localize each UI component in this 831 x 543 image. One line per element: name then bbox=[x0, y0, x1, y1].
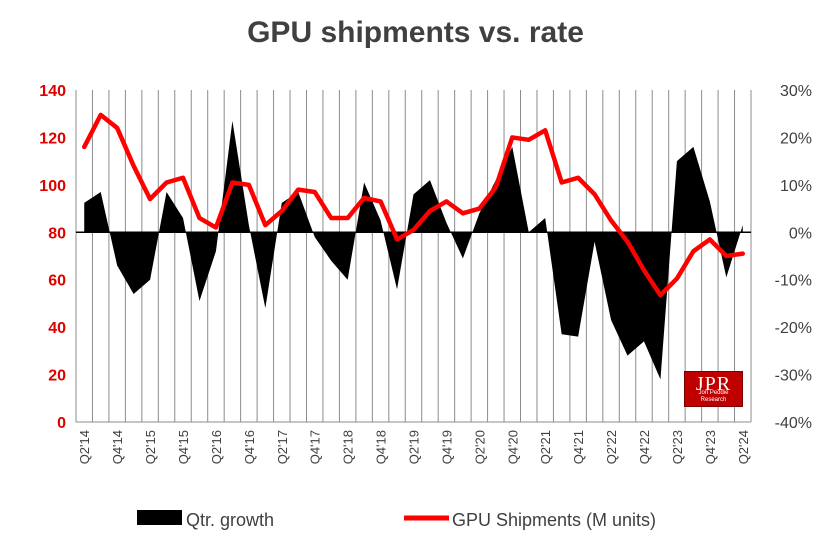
shipments-point bbox=[313, 190, 317, 194]
x-tick-label: Q4'16 bbox=[242, 430, 257, 464]
legend: Qtr. growth GPU Shipments (M units) bbox=[137, 510, 656, 530]
legend-swatch-growth bbox=[137, 510, 182, 525]
vertical-gridlines bbox=[75, 90, 752, 422]
shipments-point bbox=[708, 237, 712, 241]
shipments-point bbox=[115, 126, 119, 130]
x-tick-label: Q2'16 bbox=[209, 430, 224, 464]
right-tick-label: -40% bbox=[775, 415, 812, 432]
x-tick-label: Q2'24 bbox=[736, 430, 751, 464]
shipments-point bbox=[527, 138, 531, 142]
shipments-point bbox=[280, 209, 284, 213]
chart-title: GPU shipments vs. rate bbox=[247, 16, 584, 49]
shipments-point bbox=[214, 226, 218, 230]
x-tick-label: Q4'14 bbox=[110, 430, 125, 464]
shipments-point bbox=[428, 209, 432, 213]
shipments-point bbox=[741, 252, 745, 256]
shipments-point bbox=[197, 216, 201, 220]
right-tick-label: 10% bbox=[780, 178, 812, 195]
shipments-point bbox=[444, 199, 448, 203]
shipments-point bbox=[675, 277, 679, 281]
x-axis-ticks: Q2'14 Q4'14 Q2'15 Q4'15 Q2'16 Q4'16 Q2'17 Q4'17… bbox=[77, 430, 751, 464]
shipments-point bbox=[642, 268, 646, 272]
left-tick-label: 140 bbox=[39, 83, 66, 100]
shipments-point bbox=[609, 218, 613, 222]
shipments-point bbox=[560, 180, 564, 184]
logo-text: JPR bbox=[695, 373, 732, 395]
jpr-logo: JPR Jon Peddie Research bbox=[684, 371, 743, 407]
right-tick-label: 30% bbox=[780, 83, 812, 100]
x-tick-label: Q2'17 bbox=[275, 430, 290, 464]
shipments-point bbox=[724, 254, 728, 258]
shipments-point bbox=[362, 196, 366, 200]
left-tick-label: 60 bbox=[48, 273, 66, 290]
x-tick-label: Q4'15 bbox=[176, 430, 191, 464]
right-tick-label: 0% bbox=[789, 225, 812, 242]
shipments-point bbox=[165, 180, 169, 184]
x-tick-label: Q2'15 bbox=[143, 430, 158, 464]
x-tick-label: Q4'18 bbox=[374, 430, 389, 464]
left-tick-label: 120 bbox=[39, 130, 66, 147]
x-tick-label: Q2'23 bbox=[670, 430, 685, 464]
shipments-point bbox=[658, 293, 662, 297]
shipments-point bbox=[329, 216, 333, 220]
shipments-point bbox=[461, 211, 465, 215]
growth-area-series bbox=[84, 120, 743, 380]
shipments-point bbox=[346, 216, 350, 220]
shipments-point bbox=[263, 223, 267, 227]
shipments-point bbox=[99, 113, 103, 117]
shipments-point bbox=[543, 128, 547, 132]
shipments-point bbox=[412, 228, 415, 232]
shipments-point bbox=[82, 145, 86, 149]
x-tick-label: Q4'19 bbox=[439, 430, 454, 464]
shipments-line-series bbox=[81, 112, 746, 298]
right-tick-label: -30% bbox=[775, 368, 812, 385]
shipments-point bbox=[626, 240, 630, 244]
x-tick-label: Q4'20 bbox=[505, 430, 520, 464]
x-tick-label: Q4'17 bbox=[308, 430, 323, 464]
right-tick-label: 20% bbox=[780, 130, 812, 147]
legend-label-shipments: GPU Shipments (M units) bbox=[452, 510, 656, 530]
shipments-point bbox=[510, 135, 514, 139]
left-axis-ticks: 0 20 40 60 80 100 120 140 bbox=[39, 83, 66, 432]
left-tick-label: 0 bbox=[57, 415, 66, 432]
x-tick-label: Q2'18 bbox=[341, 430, 356, 464]
x-tick-label: Q2'21 bbox=[538, 430, 553, 464]
shipments-point bbox=[593, 192, 597, 196]
legend-label-growth: Qtr. growth bbox=[186, 510, 274, 530]
shipments-point bbox=[477, 207, 481, 211]
shipments-point bbox=[296, 188, 300, 192]
x-tick-label: Q2'22 bbox=[604, 430, 619, 464]
x-tick-label: Q4'21 bbox=[571, 430, 586, 464]
right-tick-label: -10% bbox=[775, 273, 812, 290]
shipments-point bbox=[148, 197, 152, 201]
x-tick-label: Q2'14 bbox=[77, 430, 92, 464]
shipments-point bbox=[247, 183, 251, 187]
growth-area bbox=[84, 120, 743, 380]
x-tick-label: Q4'23 bbox=[703, 430, 718, 464]
shipments-point bbox=[181, 176, 185, 180]
shipments-point bbox=[494, 185, 498, 189]
left-tick-label: 20 bbox=[48, 368, 66, 385]
x-tick-label: Q2'20 bbox=[472, 430, 487, 464]
shipments-point bbox=[132, 164, 136, 168]
shipments-point bbox=[691, 249, 695, 253]
logo-subtext: Jon Peddie Research bbox=[698, 390, 729, 403]
shipments-point bbox=[230, 180, 234, 184]
shipments-point bbox=[395, 237, 399, 241]
left-tick-label: 80 bbox=[48, 225, 66, 242]
left-tick-label: 100 bbox=[39, 178, 66, 195]
x-tick-label: Q2'19 bbox=[407, 430, 422, 464]
right-tick-label: -20% bbox=[775, 320, 812, 337]
left-tick-label: 40 bbox=[48, 320, 66, 337]
right-axis-ticks: -40% -30% -20% -10% 0% 10% 20% 30% bbox=[775, 83, 812, 432]
shipments-point bbox=[576, 176, 580, 180]
x-tick-label: Q4'22 bbox=[637, 430, 652, 464]
shipments-point bbox=[379, 199, 383, 203]
